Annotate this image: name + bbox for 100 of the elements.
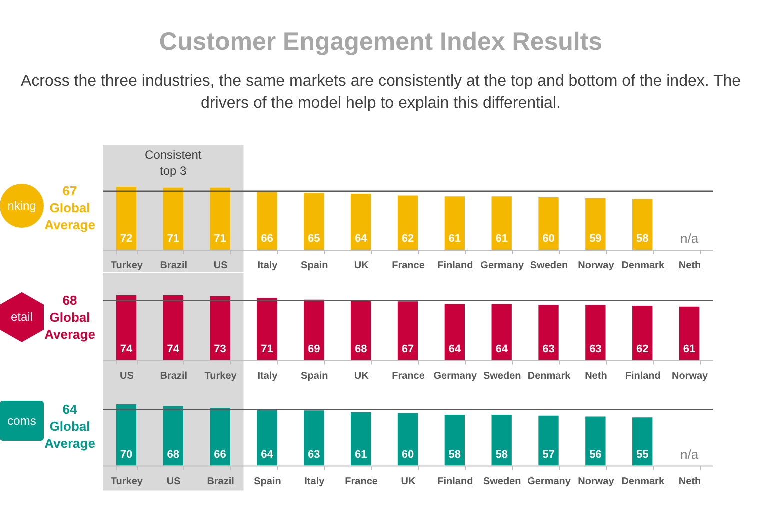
x-tick-label: Denmark [622,476,665,488]
data-label: 71 [167,233,180,245]
x-tick-label: Denmark [622,260,665,272]
data-label: 66 [261,233,274,245]
chart-title: Customer Engagement Index Results [158,28,604,57]
x-tick-label: Brazil [160,260,188,272]
x-tick-label: Neth [678,476,702,488]
data-label: 58 [496,449,508,461]
bar [492,196,512,250]
bar [350,412,372,466]
x-tick-label: UK [401,476,416,488]
x-tick-label: Turkey [110,260,144,272]
data-label: 59 [590,233,602,245]
data-label: 74 [167,342,180,355]
data-label: 61 [354,449,368,461]
x-tick-label: Denmark [528,370,572,382]
x-tick-label: France [392,370,426,382]
x-tick-label: UK [354,260,370,272]
bar [444,196,466,250]
data-label: 58 [636,233,649,245]
bar [679,306,700,360]
annotation: n/a [680,231,700,246]
bar [304,193,324,250]
x-tick-label: Norway [672,370,709,382]
data-label: 71 [214,233,226,245]
x-tick-label: Spain [301,370,328,382]
x-tick-label: Turkey [110,476,144,488]
data-label: 61 [683,342,696,355]
x-tick-label: US [214,260,228,272]
bar [116,404,137,466]
data-label: 63 [590,342,602,355]
bar [538,198,559,250]
x-tick-label: Brazil [160,370,188,382]
x-tick-label: Spain [301,260,328,272]
data-label: 68 [167,449,180,461]
data-label: 67 [402,342,414,355]
x-tick-label: US [166,476,182,488]
bar [350,300,372,360]
bar [116,295,137,360]
chart-subtitle: Across the three industries, the same markets are consistently at the top and bottom of the index. The drivers of the model help to explain this differential. [20,72,742,114]
ref-line-label: 64 Global Average [44,402,96,451]
x-tick-label: Italy [304,476,326,488]
bar [163,188,184,250]
x-tick-label: Finland [438,260,474,272]
rounded-square-icon: coms [0,401,44,442]
data-label: 72 [120,233,133,245]
data-label: 58 [448,449,462,461]
bar [398,196,418,250]
data-label: 69 [308,342,320,355]
x-tick-label: Neth [585,370,608,382]
data-label: 62 [402,233,414,245]
bar [116,187,137,250]
bar [632,199,653,250]
circle-icon: nking [0,184,44,228]
annotation: n/a [680,447,700,462]
data-label: 64 [354,233,368,245]
bar [632,306,653,360]
x-tick-label: Sweden [483,476,522,488]
x-tick-label: Italy [258,260,278,272]
x-tick-label: Germany [528,476,572,488]
bar [492,415,512,466]
bar [257,410,278,466]
x-tick-label: Spain [254,476,282,488]
data-label: 70 [120,449,133,461]
bar [398,301,418,360]
data-label: 64 [448,342,462,355]
bar [398,414,418,466]
bar [210,296,230,360]
x-tick-label: France [392,260,426,272]
x-tick-label: Norway [578,476,615,488]
x-tick-label: US [120,370,134,382]
data-label: 55 [636,449,649,461]
ref-line-label: 67 Global Average [44,183,96,232]
x-tick-label: Finland [438,476,474,488]
data-label: 63 [308,449,320,461]
bar [210,408,230,466]
data-label: 64 [496,342,509,355]
data-label: 74 [120,342,134,355]
bar [444,304,466,360]
bar [163,295,184,360]
x-tick-label: Neth [678,260,702,272]
bar [257,298,278,360]
band-label: Consistent top 3 [145,148,202,178]
data-label: 60 [402,449,414,461]
bar [210,188,230,250]
data-label: 56 [590,449,602,461]
bar [304,410,324,466]
x-tick-label: Italy [258,370,278,382]
x-tick-label: Brazil [207,476,235,488]
bar [257,192,278,250]
bar [350,194,372,250]
ref-line-label: 68 Global Average [44,292,96,342]
data-label: 68 [354,342,368,355]
x-tick-label: Sweden [530,260,568,272]
x-tick-label: Norway [578,260,615,272]
data-label: 64 [261,449,274,461]
bar [632,418,653,466]
data-label: 62 [636,342,649,355]
x-tick-label: Germany [480,260,524,272]
x-tick-label: France [345,476,378,488]
